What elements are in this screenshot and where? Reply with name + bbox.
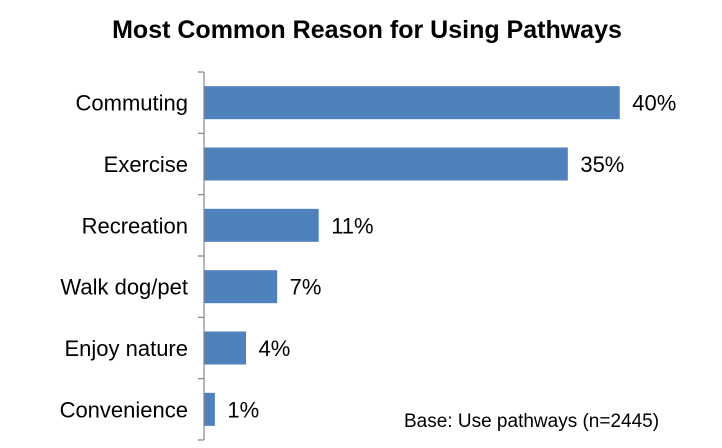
plot-area: Commuting 40% Exercise 35% Recreation 11% Walk… — [60, 71, 676, 441]
category-label: Convenience — [60, 397, 188, 422]
bar-enjoy-nature — [204, 331, 247, 365]
value-label: 11% — [331, 213, 373, 238]
category-label: Exercise — [104, 152, 188, 177]
bar-recreation — [204, 208, 319, 242]
category-label: Commuting — [76, 91, 188, 116]
value-label: 35% — [580, 152, 624, 177]
value-label: 4% — [259, 336, 291, 361]
category-label: Walk dog/pet — [60, 275, 188, 300]
chart-title: Most Common Reason for Using Pathways — [112, 16, 622, 44]
bar-convenience — [204, 392, 215, 426]
value-label: 40% — [632, 91, 676, 116]
value-label: 7% — [290, 275, 322, 300]
bar-exercise — [204, 147, 568, 181]
base-note: Base: Use pathways (n=2445) — [404, 411, 659, 432]
bar-walk-dog-pet — [204, 270, 278, 304]
category-label: Enjoy nature — [64, 336, 188, 361]
category-label: Recreation — [82, 213, 188, 238]
bar-commuting — [204, 86, 620, 120]
value-label: 1% — [227, 397, 259, 422]
